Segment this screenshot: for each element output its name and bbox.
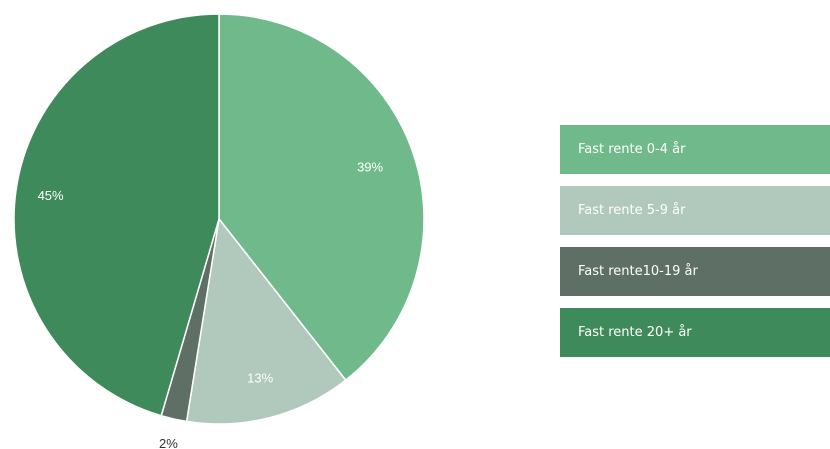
legend-item-10-19: Fast rente10-19 år — [560, 247, 830, 296]
slice-5-9 — [185, 217, 347, 425]
slice-value-label: 45% — [38, 188, 64, 203]
legend: Fast rente 0-4 år Fast rente 5-9 år Fast… — [560, 125, 830, 369]
legend-label: Fast rente 5-9 år — [578, 203, 686, 218]
slice-20-plus — [13, 13, 220, 417]
legend-item-20-plus: Fast rente 20+ år — [560, 308, 830, 357]
legend-item-5-9: Fast rente 5-9 år — [560, 186, 830, 235]
slice-0-4 — [218, 13, 425, 382]
slice-value-label: 39% — [357, 160, 383, 175]
legend-label: Fast rente 0-4 år — [578, 142, 686, 157]
legend-label: Fast rente 20+ år — [578, 325, 692, 340]
legend-item-0-4: Fast rente 0-4 år — [560, 125, 830, 174]
legend-label: Fast rente10-19 år — [578, 264, 698, 279]
slice-value-label: 13% — [247, 371, 273, 386]
slice-value-label: 2% — [159, 436, 178, 449]
